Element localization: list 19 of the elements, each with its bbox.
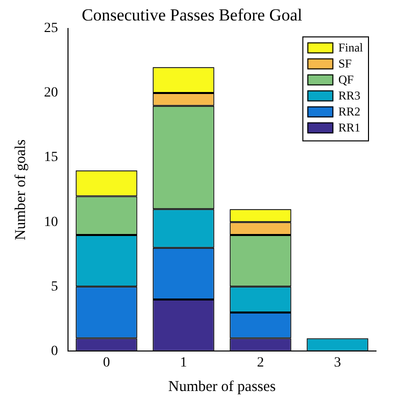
y-tick-label: 15	[44, 150, 58, 166]
y-tick-label: 25	[44, 21, 58, 36]
x-axis-title: Number of passes	[168, 378, 276, 395]
legend-label: RR3	[338, 88, 360, 103]
x-tick-label: 2	[257, 355, 264, 370]
y-tick-label: 10	[44, 214, 58, 230]
y-axis-title: Number of goals	[12, 139, 29, 240]
legend-label: RR2	[338, 104, 360, 119]
y-tick-label: 0	[51, 344, 58, 359]
x-tick-label: 1	[180, 355, 187, 370]
legend-label: RR1	[338, 120, 360, 135]
chart-title: Consecutive Passes Before Goal	[82, 6, 303, 25]
y-tick-label: 20	[44, 86, 58, 101]
y-tick-label: 5	[51, 279, 58, 294]
x-tick-label: 0	[103, 355, 110, 370]
x-tick-label: 3	[334, 355, 341, 370]
legend-label: QF	[338, 72, 354, 87]
legend-label: Final	[338, 40, 364, 55]
legend-label: SF	[338, 56, 352, 71]
